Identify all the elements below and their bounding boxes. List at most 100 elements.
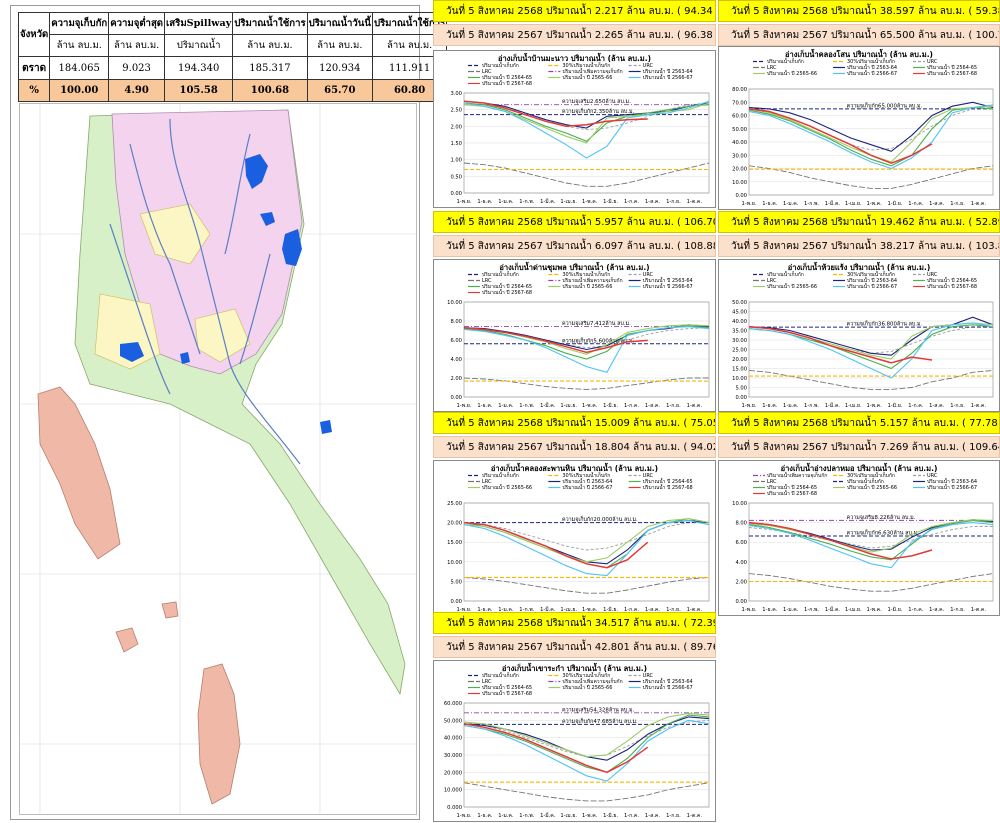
col-header-spillway: เสริมSpillway <box>164 12 234 35</box>
reservoir-chart-svg: อ่างเก็บน้ำอ่างปลาหมอ ปริมาณน้ำ (ล้าน ลบ… <box>719 461 999 615</box>
x-tick-label: 1-ก.ค. <box>908 201 923 207</box>
x-tick-label: 1-พ.ย. <box>742 201 757 207</box>
y-tick-label: 25.00 <box>447 501 462 507</box>
x-tick-label: 1-พ.ย. <box>457 607 472 613</box>
x-tick-label: 1-ก.พ. <box>519 607 534 613</box>
value-cell: 120.934 <box>306 56 373 80</box>
x-tick-label: 1-ต.ค. <box>687 403 703 409</box>
y-tick-label: 6.00 <box>735 540 747 546</box>
previous-year-banner: วันที่ 5 สิงหาคม 2567 ปริมาณน้ำ 7.269 ล้… <box>718 436 1000 458</box>
legend-label: ปริมาณน้ำ ปี 2566-67 <box>643 682 693 691</box>
series-line <box>748 521 933 560</box>
table-percent-row: % 100.00 4.90 105.58 100.68 65.70 60.80 <box>17 79 448 102</box>
x-tick-label: 1-ก.พ. <box>519 403 534 409</box>
chart-background <box>434 461 715 615</box>
y-tick-label: 40.000 <box>444 736 462 742</box>
y-tick-label: 1.00 <box>450 158 462 164</box>
x-tick-label: 1-ก.ค. <box>624 607 639 613</box>
x-tick-label: 1-พ.ย. <box>742 607 757 613</box>
legend-label: ปริมาณน้ำเพิ่มความจุเก็บกัก <box>562 676 622 685</box>
legend-label: ปริมาณน้ำ ปี 2567-68 <box>643 482 693 491</box>
legend-label: 30%ปริมาณน้ำเก็บกัก <box>562 269 610 278</box>
legend-label: ปริมาณน้ำ ปี 2565-66 <box>767 68 817 77</box>
x-tick-label: 1-มี.ค. <box>825 606 841 613</box>
plot-area <box>748 502 994 602</box>
legend-label: ปริมาณน้ำ ปี 2564-65 <box>767 482 817 491</box>
y-tick-label: 8.00 <box>735 521 747 527</box>
value-cell: 194.340 <box>164 56 234 80</box>
legend-label: ปริมาณน้ำ ปี 2566-67 <box>927 482 977 491</box>
reservoir-chart-svg: อ่างเก็บน้ำคลองสะพานหิน ปริมาณน้ำ (ล้าน … <box>434 461 715 615</box>
x-tick-label: 1-เม.ย. <box>560 199 577 205</box>
legend-label: ปริมาณน้ำ ปี 2563-64 <box>562 476 612 485</box>
x-tick-label: 1-ต.ค. <box>687 607 703 613</box>
plot-area <box>748 88 994 196</box>
reservoir-markers <box>120 154 332 434</box>
legend-label: ปริมาณน้ำ ปี 2563-64 <box>847 275 897 284</box>
x-tick-label: 1-ส.ค. <box>645 199 660 205</box>
annotation-label: ความจุเก็บกัก20.000ล้าน ลบ.ม. <box>562 515 638 523</box>
legend-label: ปริมาณน้ำเพิ่มความจุเก็บกัก <box>767 470 827 479</box>
series-line <box>463 324 710 351</box>
legend-label: LRC <box>482 679 492 685</box>
annotation-label: ความจุเก็บกัก47.685ล้าน ลบ.ม. <box>562 717 638 725</box>
x-tick-label: 1-ก.ค. <box>624 813 639 819</box>
reservoir-panel-huai-raeng: วันที่ 5 สิงหาคม 2568 ปริมาณน้ำ 19.462 ล… <box>718 211 1000 412</box>
province-summary-table: จังหวัด ความจุเก็บกัก ความจุต่ำสุด เสริม… <box>17 12 448 102</box>
annotation-label: ความจุเสริม8.226ล้าน ลบ.ม. <box>847 514 916 521</box>
y-tick-label: 0.00 <box>450 599 462 605</box>
legend-label: URC <box>643 63 654 69</box>
legend-label: ปริมาณน้ำ ปี 2565-66 <box>562 281 612 290</box>
lrc-line <box>463 377 709 390</box>
value-cell: 185.317 <box>232 56 308 80</box>
x-tick-label: 1-มิ.ย. <box>888 200 903 207</box>
x-tick-label: 1-มี.ค. <box>540 812 556 819</box>
x-tick-label: 1-พ.ค. <box>866 607 882 613</box>
y-tick-label: 10.00 <box>447 300 462 306</box>
y-tick-label: 50.000 <box>444 718 462 724</box>
y-tick-label: 8.00 <box>450 319 462 325</box>
x-tick-label: 1-มี.ค. <box>540 402 556 409</box>
x-tick-label: 1-ม.ค. <box>498 813 514 819</box>
current-year-banner: วันที่ 5 สิงหาคม 2568 ปริมาณน้ำ 5.157 ล้… <box>718 412 1000 434</box>
table-unit-row: ล้าน ลบ.ม. ล้าน ลบ.ม. ปริมาณน้ำ ล้าน ลบ.… <box>19 34 448 57</box>
legend-label: ปริมาณน้ำเพิ่มความจุเก็บกัก <box>562 66 622 75</box>
x-tick-label: 1-ต.ค. <box>971 201 987 207</box>
x-tick-label: 1-มี.ค. <box>825 402 841 409</box>
x-tick-label: 1-ม.ค. <box>498 199 514 205</box>
legend-label: LRC <box>482 278 492 284</box>
y-tick-label: 6.00 <box>450 338 462 344</box>
legend-label: ปริมาณน้ำเก็บกัก <box>767 56 804 65</box>
legend-label: ปริมาณน้ำ ปี 2564-65 <box>927 275 977 284</box>
x-tick-label: 1-ส.ค. <box>929 201 944 207</box>
y-tick-label: 2.50 <box>450 108 462 114</box>
series-line <box>463 719 710 782</box>
y-tick-label: 2.00 <box>450 376 462 382</box>
series-line <box>748 108 933 165</box>
x-tick-label: 1-พ.ย. <box>457 199 472 205</box>
lrc-line <box>463 162 710 187</box>
chart-title: อ่างเก็บน้ำห้วยแร้ง ปริมาณน้ำ (ล้าน ลบ.ม… <box>788 261 931 272</box>
table-header-row: จังหวัด ความจุเก็บกัก ความจุต่ำสุด เสริม… <box>17 12 448 57</box>
x-tick-label: 1-ธ.ค. <box>477 607 492 613</box>
legend-label: URC <box>927 59 938 65</box>
urc-line <box>463 522 709 551</box>
reservoir-panel-khlong-saphan-hin: วันที่ 5 สิงหาคม 2568 ปริมาณน้ำ 15.009 ล… <box>433 412 716 616</box>
x-tick-label: 1-ม.ค. <box>498 607 514 613</box>
reservoir-panel-khlong-sano: วันที่ 5 สิงหาคม 2568 ปริมาณน้ำ 38.597 ล… <box>718 0 1000 210</box>
province-name: ตราด <box>17 56 51 80</box>
series-line <box>748 106 994 167</box>
y-tick-label: 3.00 <box>450 91 462 97</box>
y-tick-label: 20.00 <box>447 521 462 527</box>
y-tick-label: 60.00 <box>732 114 747 120</box>
x-tick-label: 1-ต.ค. <box>971 607 987 613</box>
series-line <box>463 326 648 354</box>
series-line <box>463 100 710 159</box>
current-year-banner: วันที่ 5 สิงหาคม 2568 ปริมาณน้ำ 34.517 ล… <box>433 612 716 634</box>
plot-area <box>463 301 710 398</box>
lrc-line <box>748 369 994 390</box>
series-line <box>463 521 649 569</box>
reservoir-chart: อ่างเก็บน้ำอ่างปลาหมอ ปริมาณน้ำ (ล้าน ลบ… <box>718 460 1000 616</box>
series-line <box>463 520 710 577</box>
x-tick-label: 1-เม.ย. <box>845 607 862 613</box>
